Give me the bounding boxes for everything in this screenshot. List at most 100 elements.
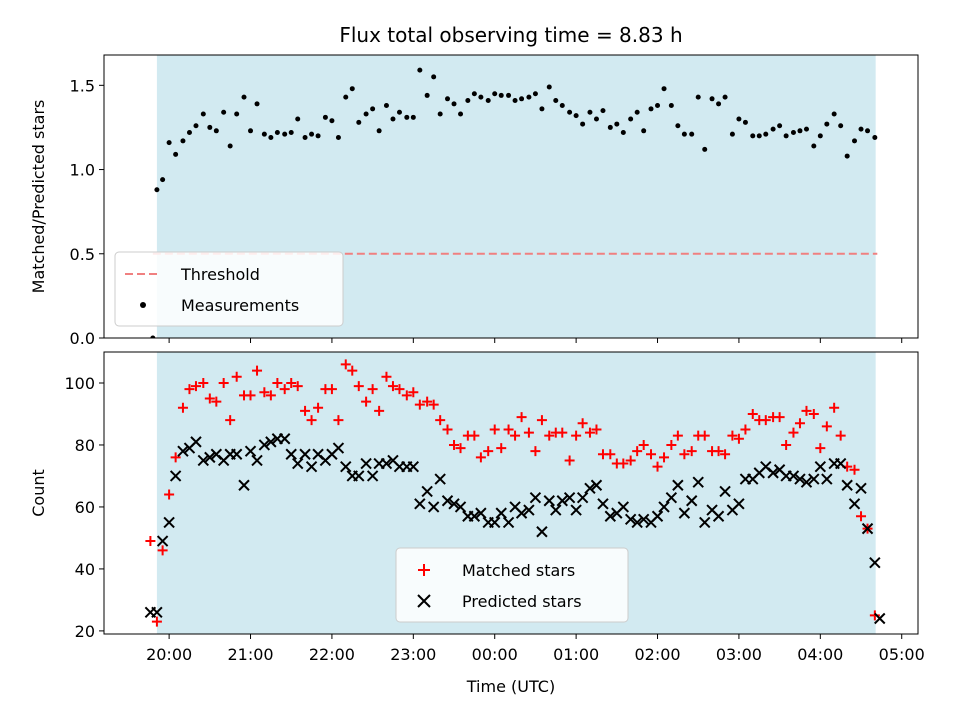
data-point bbox=[523, 504, 535, 516]
data-point bbox=[668, 103, 674, 109]
data-point bbox=[435, 415, 446, 426]
legend-box bbox=[395, 547, 629, 623]
data-point bbox=[790, 129, 796, 135]
data-point bbox=[736, 116, 742, 122]
data-point bbox=[665, 491, 678, 504]
data-point bbox=[279, 384, 290, 395]
data-point bbox=[556, 495, 568, 507]
data-point bbox=[760, 415, 771, 426]
data-point bbox=[632, 446, 643, 457]
series-matched-stars bbox=[145, 359, 880, 627]
y-tick-label: 20 bbox=[75, 622, 95, 641]
legend-label: Predicted stars bbox=[462, 592, 582, 611]
data-point bbox=[661, 86, 667, 92]
data-point bbox=[204, 451, 216, 464]
data-point bbox=[408, 387, 419, 398]
data-point bbox=[767, 467, 779, 479]
y-tick-label: 60 bbox=[75, 498, 95, 517]
y-axis-label: Matched/Predicted stars bbox=[29, 100, 48, 294]
data-point bbox=[455, 443, 466, 454]
x-tick-label: 20:00 bbox=[146, 645, 192, 664]
data-point bbox=[272, 377, 283, 388]
data-point bbox=[190, 436, 202, 448]
data-point bbox=[543, 495, 555, 507]
data-point bbox=[811, 143, 817, 149]
data-point bbox=[512, 97, 518, 103]
data-point bbox=[166, 140, 172, 146]
data-point bbox=[315, 133, 321, 139]
data-point bbox=[157, 545, 168, 556]
data-point bbox=[496, 443, 507, 454]
data-point bbox=[729, 131, 735, 137]
count-panel: 20 40 60 80 100 20:00 21:00 22:00 23:00 00:00 01:0… bbox=[29, 351, 925, 664]
data-point bbox=[427, 501, 440, 513]
data-point bbox=[381, 371, 392, 382]
data-point bbox=[451, 101, 457, 107]
chart-title: Flux total observing time = 8.83 h bbox=[339, 23, 682, 47]
data-point bbox=[309, 131, 315, 137]
data-point bbox=[285, 448, 297, 460]
data-point bbox=[824, 121, 830, 127]
data-point bbox=[177, 402, 188, 413]
data-point bbox=[299, 448, 311, 460]
data-point bbox=[198, 377, 209, 388]
data-point bbox=[515, 507, 528, 519]
data-point bbox=[449, 439, 460, 450]
data-point bbox=[367, 384, 378, 395]
legend-item: Measurements bbox=[140, 296, 299, 315]
data-point bbox=[503, 424, 514, 435]
data-point bbox=[156, 535, 169, 547]
data-point bbox=[580, 121, 586, 127]
data-point bbox=[536, 415, 547, 426]
data-point bbox=[564, 455, 575, 466]
data-point bbox=[591, 424, 602, 435]
data-point bbox=[252, 365, 263, 376]
data-point bbox=[422, 396, 433, 407]
data-point bbox=[835, 430, 846, 441]
data-point bbox=[628, 116, 634, 122]
data-point bbox=[794, 418, 805, 429]
data-point bbox=[727, 430, 738, 441]
data-point bbox=[733, 498, 745, 510]
data-point bbox=[539, 106, 545, 112]
data-point bbox=[335, 135, 341, 141]
x-tick-label: 02:00 bbox=[634, 645, 680, 664]
data-point bbox=[282, 131, 288, 137]
data-point bbox=[699, 516, 711, 529]
data-point bbox=[652, 461, 663, 472]
data-point bbox=[856, 511, 867, 522]
data-point bbox=[404, 114, 410, 120]
plot-area bbox=[144, 359, 886, 627]
data-point bbox=[624, 513, 637, 526]
data-point bbox=[720, 449, 731, 460]
legend-label: Matched stars bbox=[462, 561, 575, 580]
data-point bbox=[424, 92, 430, 98]
data-point bbox=[302, 135, 308, 141]
data-point bbox=[193, 123, 199, 129]
data-point bbox=[387, 381, 398, 392]
data-point bbox=[279, 433, 291, 445]
data-point bbox=[173, 151, 179, 157]
data-point bbox=[597, 498, 609, 510]
data-point bbox=[563, 491, 576, 504]
data-point bbox=[241, 94, 247, 100]
data-point bbox=[248, 128, 254, 134]
data-point bbox=[719, 485, 731, 498]
data-point bbox=[709, 96, 715, 102]
data-point bbox=[529, 491, 542, 504]
data-point bbox=[584, 482, 596, 495]
data-point bbox=[258, 439, 271, 451]
legend: Threshold Measurements bbox=[114, 251, 344, 327]
data-point bbox=[750, 133, 756, 139]
x-tick-label: 22:00 bbox=[309, 645, 355, 664]
data-point bbox=[361, 396, 372, 407]
data-point bbox=[532, 91, 538, 97]
data-point bbox=[550, 504, 562, 516]
data-point bbox=[221, 109, 227, 115]
data-point bbox=[401, 390, 412, 401]
y-tick-label: 40 bbox=[75, 560, 95, 579]
data-point bbox=[483, 446, 494, 457]
data-point bbox=[808, 473, 820, 485]
y-tick-label: 0.5 bbox=[70, 245, 95, 264]
